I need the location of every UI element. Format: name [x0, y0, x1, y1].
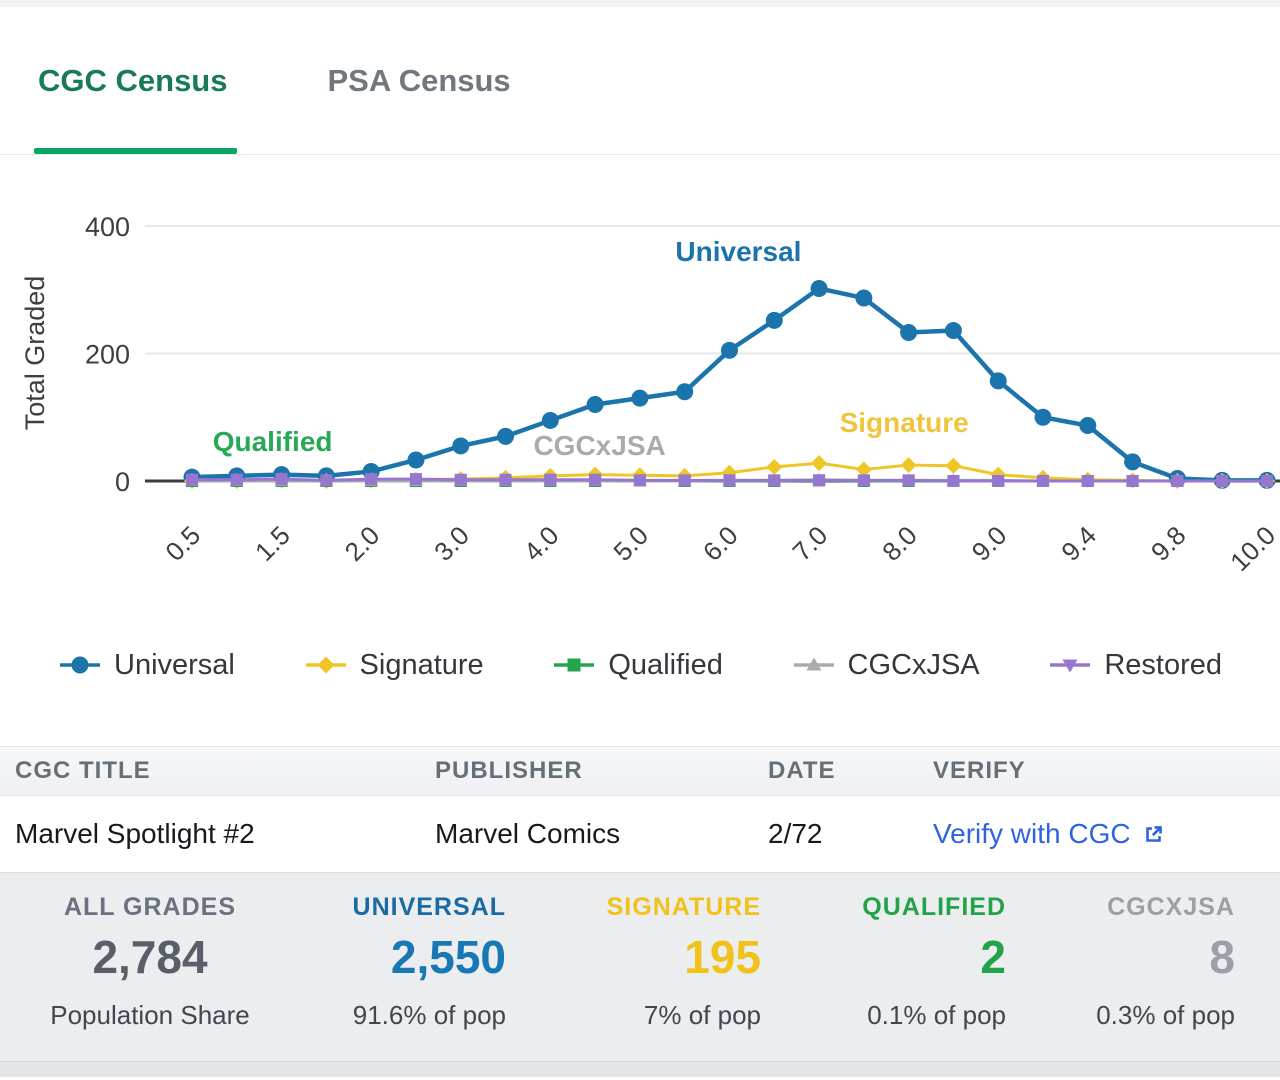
- tab-psa-census-label: PSA Census: [327, 62, 511, 98]
- legend-item-signature[interactable]: Signature: [304, 649, 484, 682]
- svg-text:7.0: 7.0: [787, 520, 834, 567]
- svg-text:400: 400: [85, 212, 130, 242]
- svg-text:6.0: 6.0: [697, 520, 744, 567]
- col-header-publisher: PUBLISHER: [435, 757, 583, 784]
- population-stats: ALL GRADES 2,784 Population Share UNIVER…: [0, 872, 1280, 1061]
- stat-cgcxjsa: CGCXJSA 8 0.3% of pop: [1012, 873, 1280, 1061]
- svg-text:Universal: Universal: [675, 236, 801, 267]
- legend-item-qualified[interactable]: Qualified: [552, 648, 723, 682]
- verify-with-cgc-link[interactable]: Verify with CGC: [933, 818, 1280, 850]
- stat-all-grades: ALL GRADES 2,784 Population Share: [0, 873, 300, 1061]
- stat-sub: 0.3% of pop: [1096, 1000, 1235, 1030]
- svg-text:10.0: 10.0: [1224, 520, 1280, 577]
- svg-text:0: 0: [115, 467, 130, 497]
- svg-text:5.0: 5.0: [607, 520, 654, 567]
- svg-text:Qualified: Qualified: [213, 426, 333, 457]
- tab-cgc-census-label: CGC Census: [38, 62, 228, 98]
- census-tab-bar: CGC Census PSA Census: [0, 7, 1280, 155]
- col-header-verify: VERIFY: [933, 757, 1026, 784]
- svg-text:9.4: 9.4: [1055, 520, 1102, 567]
- census-chart: 0 200 400 Total Graded 0.5 1.5 2.0 3.0 4.0 5.0 6.0…: [20, 212, 1280, 577]
- legend-label: Restored: [1104, 648, 1222, 681]
- svg-text:Signature: Signature: [840, 407, 969, 438]
- stat-label: QUALIFIED: [862, 893, 1006, 921]
- tab-cgc-census[interactable]: CGC Census: [34, 7, 238, 154]
- legend-item-restored[interactable]: Restored: [1048, 649, 1222, 682]
- svg-text:200: 200: [85, 340, 130, 370]
- svg-text:4.0: 4.0: [518, 520, 565, 567]
- verify-link-label: Verify with CGC: [933, 818, 1131, 849]
- col-header-cgc-title: CGC TITLE: [15, 757, 151, 784]
- cell-publisher: Marvel Comics: [435, 818, 621, 849]
- qualified-marker-icon: [554, 658, 595, 672]
- svg-text:3.0: 3.0: [428, 520, 475, 567]
- legend-item-universal[interactable]: Universal: [58, 649, 235, 682]
- page-bottom-strip: [0, 1061, 1280, 1077]
- svg-text:1.5: 1.5: [249, 520, 296, 567]
- col-header-date: DATE: [768, 757, 836, 784]
- stat-signature: SIGNATURE 195 7% of pop: [512, 873, 767, 1061]
- svg-text:9.8: 9.8: [1145, 520, 1192, 567]
- signature-marker-icon: [305, 656, 346, 674]
- stat-sub: Population Share: [50, 1000, 250, 1030]
- svg-text:9.0: 9.0: [966, 520, 1013, 567]
- stat-sub: 7% of pop: [643, 1000, 761, 1030]
- stat-value: 195: [684, 931, 761, 983]
- chart-legend: Universal Signature Qualified CGCxJSA Re…: [0, 642, 1280, 688]
- page-top-strip: [0, 0, 1280, 7]
- svg-text:Total Graded: Total Graded: [20, 276, 50, 431]
- tab-psa-census[interactable]: PSA Census: [327, 7, 510, 154]
- stat-label: ALL GRADES: [63, 893, 237, 921]
- stat-universal: UNIVERSAL 2,550 91.6% of pop: [300, 873, 512, 1061]
- active-tab-underline: [34, 148, 238, 154]
- external-link-icon: [1145, 825, 1162, 842]
- stat-value: 2,550: [390, 931, 506, 983]
- cell-cgc-title: Marvel Spotlight #2: [15, 818, 255, 849]
- svg-text:CGCxJSA: CGCxJSA: [533, 430, 665, 461]
- legend-label: Signature: [359, 648, 484, 681]
- stat-sub: 0.1% of pop: [867, 1000, 1006, 1030]
- svg-text:8.0: 8.0: [876, 520, 923, 567]
- stat-label: UNIVERSAL: [352, 893, 506, 921]
- stat-label: SIGNATURE: [606, 893, 761, 921]
- universal-marker-icon: [60, 656, 100, 674]
- legend-label: CGCxJSA: [847, 648, 980, 681]
- stat-value: 2,784: [92, 931, 208, 983]
- stat-qualified: QUALIFIED 2 0.1% of pop: [767, 873, 1012, 1061]
- cell-date: 2/72: [768, 818, 823, 849]
- table-row: Marvel Spotlight #2 Marvel Comics 2/72 V…: [0, 796, 1280, 872]
- cgcxjsa-marker-icon: [793, 657, 834, 671]
- svg-text:2.0: 2.0: [339, 520, 386, 567]
- legend-item-cgcxjsa[interactable]: CGCxJSA: [792, 649, 980, 682]
- stat-value: 2: [980, 931, 1006, 983]
- stat-label: CGCXJSA: [1107, 893, 1235, 921]
- stat-sub: 91.6% of pop: [352, 1000, 506, 1030]
- restored-marker-icon: [1050, 659, 1091, 673]
- census-table-header: CGC TITLE PUBLISHER DATE VERIFY: [0, 746, 1280, 796]
- svg-text:0.5: 0.5: [159, 520, 206, 567]
- legend-label: Universal: [114, 648, 235, 681]
- stat-value: 8: [1209, 931, 1235, 983]
- legend-label: Qualified: [608, 648, 723, 681]
